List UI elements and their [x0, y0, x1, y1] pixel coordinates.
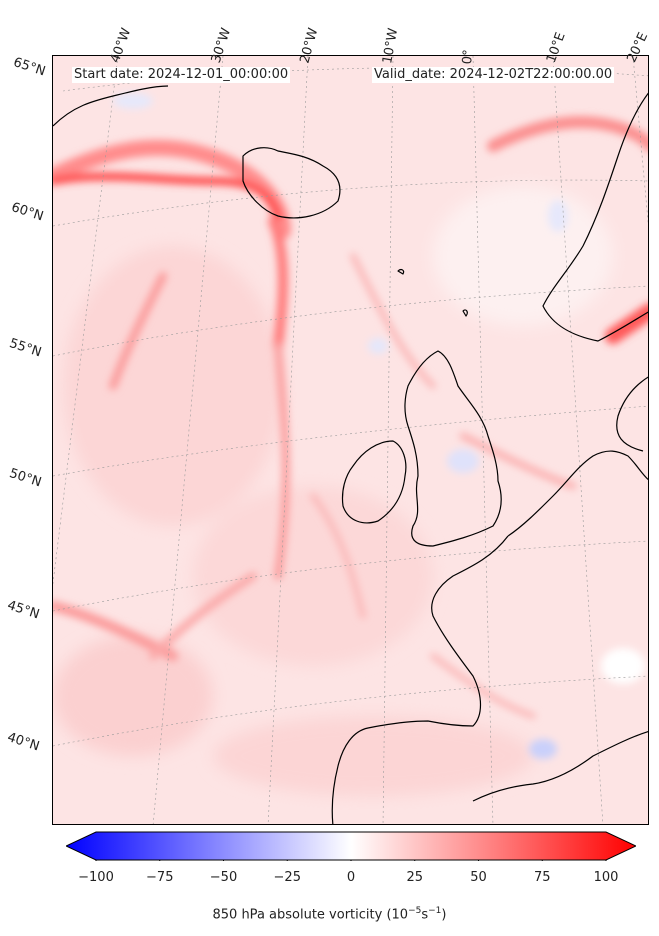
- colorbar-tick-label: 25: [406, 870, 424, 885]
- lat-label-65n: 65°N: [11, 55, 48, 80]
- baltic-coast: [616, 376, 648, 452]
- colorbar-tick-label: 50: [470, 870, 487, 885]
- mediterranean-coast: [472, 731, 648, 802]
- colorbar-label-end: ): [441, 907, 447, 923]
- colorbar-label: 850 hPa absolute vorticity (10−5s−1): [0, 906, 659, 922]
- greenland-coast: [53, 85, 169, 127]
- lat-label-55n: 55°N: [7, 336, 44, 361]
- colorbar-tick-label: −100: [78, 870, 114, 885]
- colorbar-tick-label: 100: [593, 870, 619, 885]
- shetland-islands: [462, 309, 468, 317]
- valid-date-label: Valid_date: 2024-12-02T22:00:00.00: [372, 67, 615, 83]
- colorbar-tick-label: −75: [146, 870, 174, 885]
- norway-coast: [542, 92, 648, 342]
- colorbar: [66, 831, 636, 861]
- iceland-coast: [242, 147, 341, 219]
- colorbar-tick-label: 75: [533, 870, 551, 885]
- lat-label-50n: 50°N: [7, 466, 44, 491]
- coastlines: [53, 85, 648, 824]
- colorbar-tick-label: 0: [346, 870, 356, 885]
- north-sea-east-coast: [507, 450, 648, 537]
- colorbar-label-mid: s: [421, 907, 429, 923]
- faroe-islands: [397, 268, 405, 275]
- colorbar-label-main: 850 hPa absolute vorticity (10: [212, 907, 409, 923]
- lat-label-40n: 40°N: [5, 730, 42, 755]
- france-iberia-coast: [331, 535, 509, 824]
- lat-label-60n: 60°N: [9, 200, 46, 225]
- great-britain-coast: [404, 350, 502, 547]
- colorbar-tick-label: −25: [273, 870, 301, 885]
- ireland-coast: [341, 440, 407, 524]
- colorbar-label-exp2: −1: [428, 906, 442, 916]
- vorticity-map: [53, 56, 648, 824]
- colorbar-tickmarks: [95, 860, 607, 861]
- colorbar-gradient: [66, 831, 636, 861]
- vorticity-negative-patches: [113, 93, 645, 759]
- colorbar-label-exp1: −5: [408, 906, 422, 916]
- lon-label-0: 0°: [460, 48, 477, 65]
- start-date-label: Start date: 2024-12-01_00:00:00: [72, 67, 291, 83]
- vorticity-bands: [53, 116, 648, 719]
- map-panel: [52, 55, 649, 825]
- vorticity-weak-areas: [53, 186, 613, 796]
- lat-label-45n: 45°N: [5, 598, 42, 623]
- colorbar-tick-label: −50: [209, 870, 238, 885]
